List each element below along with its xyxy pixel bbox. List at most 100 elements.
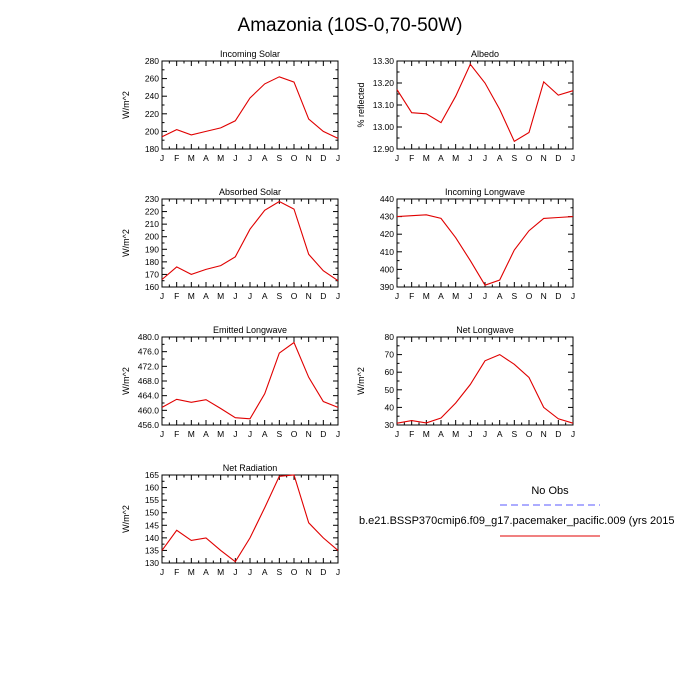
y-tick-label: 460.0 — [138, 405, 160, 415]
x-tick-label: J — [160, 567, 164, 577]
x-tick-label: J — [395, 291, 399, 301]
x-tick-label: F — [174, 429, 179, 439]
x-tick-label: D — [555, 291, 561, 301]
y-tick-label: 200 — [145, 232, 159, 242]
y-tick-label: 220 — [145, 109, 159, 119]
x-tick-label: A — [262, 291, 268, 301]
legend-no-obs-label: No Obs — [531, 485, 569, 497]
x-tick-label: D — [320, 153, 326, 163]
x-tick-label: O — [291, 291, 298, 301]
legend-model-label: b.e21.BSSP370cmip6.f09_g17.pacemaker_pac… — [359, 515, 675, 527]
y-tick-label: 160 — [145, 282, 159, 292]
x-tick-label: J — [468, 153, 472, 163]
y-axis-label: W/m^2 — [121, 367, 131, 395]
panel-title: Incoming Solar — [220, 49, 280, 59]
x-tick-label: J — [395, 153, 399, 163]
series-line-model — [396, 353, 574, 424]
y-tick-label: 135 — [145, 545, 159, 555]
x-tick-label: D — [555, 153, 561, 163]
y-tick-label: 430 — [380, 212, 394, 222]
y-tick-label: 170 — [145, 269, 159, 279]
x-tick-label: J — [483, 291, 487, 301]
x-tick-label: J — [160, 429, 164, 439]
x-tick-label: N — [306, 291, 312, 301]
x-tick-label: J — [248, 153, 252, 163]
x-tick-label: A — [438, 429, 444, 439]
x-tick-label: M — [217, 291, 224, 301]
series-line-model — [396, 63, 574, 143]
y-tick-label: 12.90 — [373, 144, 395, 154]
y-tick-label: 190 — [145, 244, 159, 254]
x-tick-label: J — [336, 291, 340, 301]
series-line-model — [161, 474, 339, 563]
x-tick-label: M — [452, 291, 459, 301]
x-tick-label: F — [409, 429, 414, 439]
x-tick-label: M — [423, 291, 430, 301]
x-tick-label: F — [174, 567, 179, 577]
y-tick-label: 472.0 — [138, 361, 160, 371]
legend: No Obs b.e21.BSSP370cmip6.f09_g17.pacema… — [359, 485, 675, 537]
y-tick-label: 210 — [145, 219, 159, 229]
y-tick-label: 180 — [145, 144, 159, 154]
x-tick-label: J — [571, 429, 575, 439]
x-tick-label: S — [511, 291, 517, 301]
y-tick-label: 260 — [145, 74, 159, 84]
x-tick-label: O — [291, 567, 298, 577]
x-tick-label: J — [233, 567, 237, 577]
x-tick-label: A — [497, 291, 503, 301]
y-tick-label: 180 — [145, 257, 159, 267]
x-tick-label: J — [160, 153, 164, 163]
y-tick-label: 400 — [380, 264, 394, 274]
y-tick-label: 240 — [145, 91, 159, 101]
x-tick-label: J — [233, 291, 237, 301]
y-axis-label: W/m^2 — [121, 229, 131, 257]
x-tick-label: S — [276, 429, 282, 439]
x-tick-label: J — [571, 291, 575, 301]
series-line-model — [161, 341, 339, 420]
x-tick-label: O — [526, 429, 533, 439]
y-tick-label: 60 — [385, 367, 395, 377]
y-tick-label: 464.0 — [138, 391, 160, 401]
x-tick-label: O — [526, 291, 533, 301]
x-tick-label: N — [541, 153, 547, 163]
x-tick-label: S — [511, 153, 517, 163]
x-tick-label: J — [483, 429, 487, 439]
x-tick-label: F — [174, 291, 179, 301]
x-tick-label: N — [541, 429, 547, 439]
x-tick-label: A — [497, 153, 503, 163]
x-tick-label: A — [262, 429, 268, 439]
y-tick-label: 200 — [145, 126, 159, 136]
x-tick-label: A — [203, 429, 209, 439]
x-tick-label: J — [248, 567, 252, 577]
x-tick-label: A — [497, 429, 503, 439]
x-tick-label: J — [336, 567, 340, 577]
x-tick-label: M — [188, 567, 195, 577]
y-tick-label: 80 — [385, 332, 395, 342]
x-tick-label: S — [511, 429, 517, 439]
y-tick-label: 456.0 — [138, 420, 160, 430]
x-tick-label: A — [203, 153, 209, 163]
x-tick-label: N — [306, 567, 312, 577]
x-tick-label: O — [291, 153, 298, 163]
x-tick-label: S — [276, 567, 282, 577]
y-tick-label: 230 — [145, 194, 159, 204]
panel-title: Albedo — [471, 49, 499, 59]
x-tick-label: M — [188, 153, 195, 163]
y-tick-label: 13.00 — [373, 122, 395, 132]
x-tick-label: J — [571, 153, 575, 163]
y-tick-label: 140 — [145, 533, 159, 543]
x-tick-label: F — [174, 153, 179, 163]
x-tick-label: J — [233, 153, 237, 163]
y-tick-label: 420 — [380, 229, 394, 239]
y-tick-label: 50 — [385, 385, 395, 395]
x-tick-label: N — [306, 153, 312, 163]
y-axis-label: W/m^2 — [121, 91, 131, 119]
x-tick-label: O — [291, 429, 298, 439]
y-tick-label: 150 — [145, 508, 159, 518]
